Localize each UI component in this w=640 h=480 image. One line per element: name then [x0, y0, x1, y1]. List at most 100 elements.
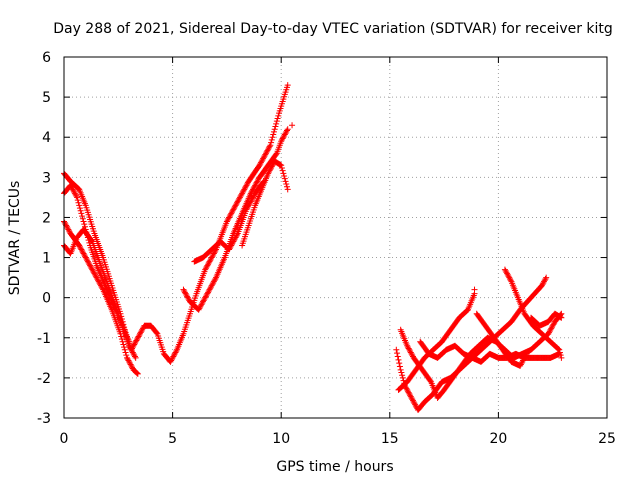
data-point — [133, 337, 140, 344]
data-point — [427, 377, 434, 384]
data-point — [83, 255, 90, 262]
y-tick-label: -1 — [37, 331, 51, 347]
data-point — [273, 120, 280, 127]
data-point — [208, 254, 215, 261]
data-point — [128, 362, 135, 369]
data-point — [196, 305, 203, 312]
data-point — [124, 356, 131, 363]
data-point — [279, 167, 286, 174]
data-track — [180, 126, 291, 313]
data-point — [81, 223, 88, 230]
data-point — [247, 198, 254, 205]
data-point — [260, 179, 267, 186]
data-point — [252, 182, 259, 189]
y-tick-label: -2 — [37, 371, 51, 387]
axis-ticks: 0 5 10 15 20 25 -3 -2 -1 0 1 2 3 4 5 6 — [37, 50, 616, 447]
data-point — [226, 214, 233, 221]
data-point — [169, 354, 176, 361]
data-track — [61, 218, 141, 377]
data-point — [90, 269, 97, 276]
data-point — [278, 162, 285, 169]
data-point — [200, 297, 207, 304]
data-point — [231, 235, 238, 242]
y-tick-label: 0 — [42, 291, 51, 307]
data-point — [180, 286, 187, 293]
data-point — [238, 191, 245, 198]
data-point — [409, 397, 416, 404]
data-point — [242, 183, 249, 190]
data-point — [243, 182, 250, 189]
data-point — [70, 187, 77, 194]
data-point — [250, 193, 257, 200]
data-point — [234, 199, 241, 206]
data-point — [121, 344, 128, 351]
data-point — [519, 358, 526, 365]
data-point — [207, 285, 214, 292]
data-point — [126, 344, 133, 351]
data-point — [522, 353, 529, 360]
data-point — [279, 135, 286, 142]
data-point — [507, 277, 514, 284]
data-point — [409, 396, 416, 403]
data-point — [136, 332, 143, 339]
data-point — [399, 372, 406, 379]
data-point — [139, 326, 146, 333]
data-point — [244, 181, 251, 188]
data-point — [64, 225, 71, 232]
data-point — [522, 352, 529, 359]
data-point — [543, 274, 550, 281]
data-point — [407, 349, 414, 356]
data-point — [249, 194, 256, 201]
data-point — [79, 247, 86, 254]
data-point — [210, 250, 217, 257]
data-point — [87, 263, 94, 270]
data-point — [517, 361, 524, 368]
data-point — [250, 185, 257, 192]
data-point — [181, 289, 188, 296]
data-point — [260, 178, 267, 185]
data-point — [79, 213, 86, 220]
data-point — [138, 328, 145, 335]
data-point — [262, 150, 269, 157]
data-point — [130, 350, 137, 357]
data-point — [89, 267, 96, 274]
data-point — [268, 136, 275, 143]
data-point — [82, 254, 89, 261]
data-point — [200, 298, 207, 305]
data-point — [558, 354, 565, 361]
data-point — [92, 273, 99, 280]
data-point — [132, 354, 139, 361]
data-point — [243, 206, 250, 213]
data-point — [255, 177, 262, 184]
data-point — [212, 275, 219, 282]
data-point — [126, 360, 133, 367]
data-point — [184, 294, 191, 301]
data-point — [197, 304, 204, 311]
y-tick-label: 6 — [42, 50, 51, 66]
data-point — [82, 226, 89, 233]
data-point — [205, 289, 212, 296]
data-point — [548, 325, 555, 332]
data-point — [202, 293, 209, 300]
data-point — [123, 354, 130, 361]
data-point — [209, 281, 216, 288]
data-point — [84, 231, 91, 238]
data-point — [231, 237, 238, 244]
data-point — [541, 278, 548, 285]
data-point — [76, 202, 83, 209]
data-point — [207, 255, 214, 262]
data-point — [406, 390, 413, 397]
data-point — [284, 186, 291, 193]
data-point — [137, 330, 144, 337]
data-point — [92, 271, 99, 278]
data-point — [274, 115, 281, 122]
data-point — [129, 349, 136, 356]
data-track — [191, 178, 267, 265]
data-point — [409, 352, 416, 359]
data-point — [504, 271, 511, 278]
data-point — [244, 205, 251, 212]
data-point — [281, 175, 288, 182]
data-point — [265, 144, 272, 151]
data-point — [120, 341, 127, 348]
data-point — [520, 356, 527, 363]
